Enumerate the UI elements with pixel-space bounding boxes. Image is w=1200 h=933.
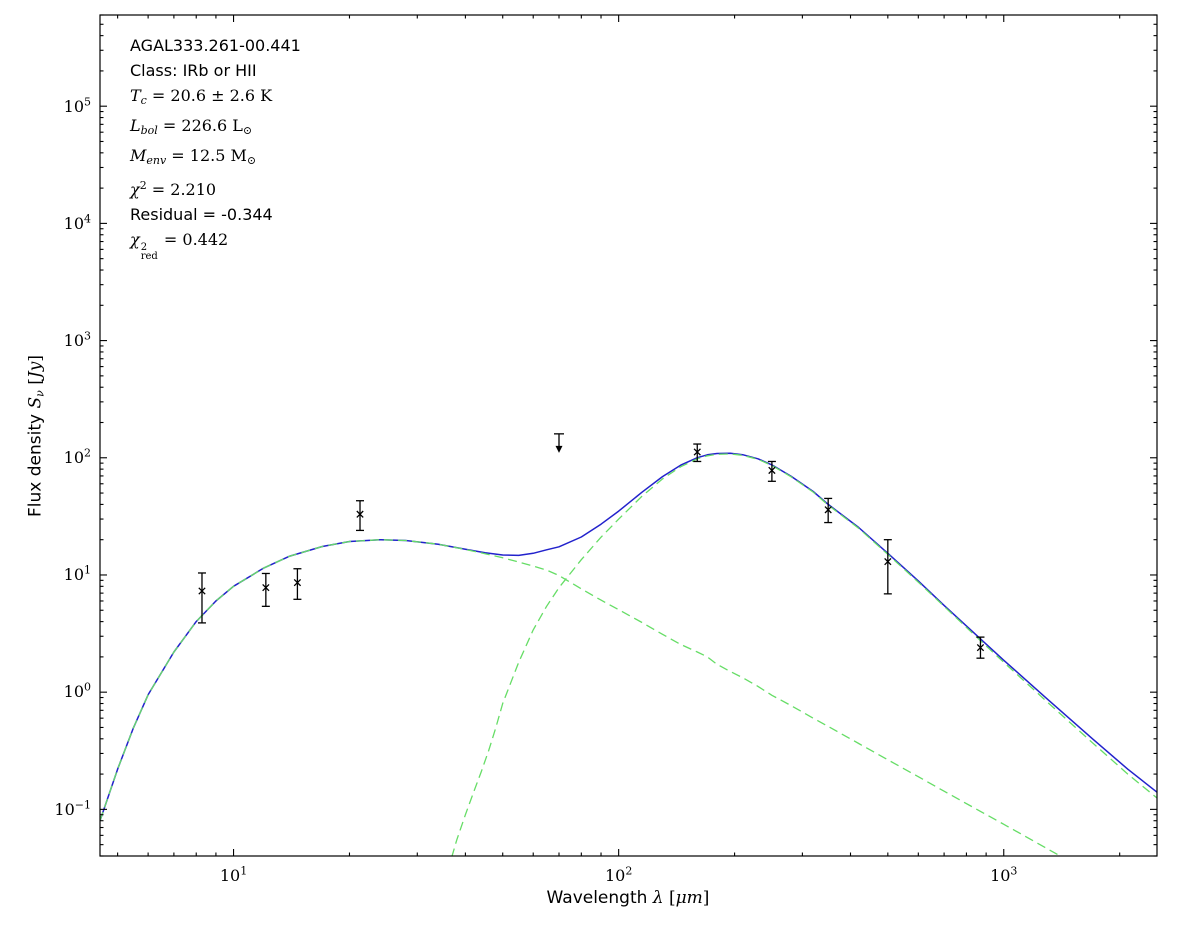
annotation-class: Class: IRb or HII (130, 61, 257, 80)
annotation-source-name: AGAL333.261-00.441 (130, 36, 301, 55)
x-axis-label: Wavelength λ [μm] (546, 888, 710, 908)
y-tick-label: 10−1 (54, 798, 91, 819)
warm-component-curve (100, 539, 1062, 856)
data-point (693, 443, 702, 463)
curves-group (100, 452, 1157, 856)
x-tick-label: 101 (219, 865, 248, 886)
y-tick-label: 103 (63, 329, 91, 350)
annotation-chi-squared-reduced: χ 2 red = 0.442 (130, 230, 229, 262)
data-point (197, 572, 206, 624)
y-tick-label: 100 (63, 680, 91, 702)
y-tick-label: 104 (63, 212, 91, 233)
cold-component-curve (451, 453, 1157, 856)
data-point (824, 497, 833, 524)
y-tick-label: 101 (63, 563, 91, 585)
y-axis-label: Flux density Sν [Jy] (25, 355, 47, 517)
data-point (356, 500, 365, 532)
y-tick-label: 105 (63, 95, 91, 116)
annotation-residual: Residual = -0.344 (130, 205, 273, 224)
data-point (261, 572, 270, 607)
annotation-bolometric-luminosity: Lbol = 226.6 L⊙ (130, 116, 253, 137)
annotation-dust-temperature: Tc = 20.6 ± 2.6 K (130, 86, 273, 107)
upper-limit-point (553, 433, 564, 453)
y-tick-label: 102 (63, 446, 91, 467)
data-point (293, 568, 302, 600)
fit-parameters-annotation: AGAL333.261-00.441 Class: IRb or HII Tc = … (130, 33, 301, 262)
x-tick-label: 102 (604, 865, 633, 886)
axes-frame (99, 14, 1158, 857)
annotation-envelope-mass: Menv = 12.5 M⊙ (130, 146, 257, 167)
ticks-group (100, 14, 1157, 857)
x-tick-label: 103 (990, 865, 1018, 886)
data-point (976, 636, 985, 659)
data-point (883, 539, 892, 595)
data-points-group (197, 433, 985, 659)
total-model-curve (100, 452, 1157, 821)
annotation-chi-squared: χ2 = 2.210 (130, 179, 217, 199)
data-point (767, 460, 776, 482)
